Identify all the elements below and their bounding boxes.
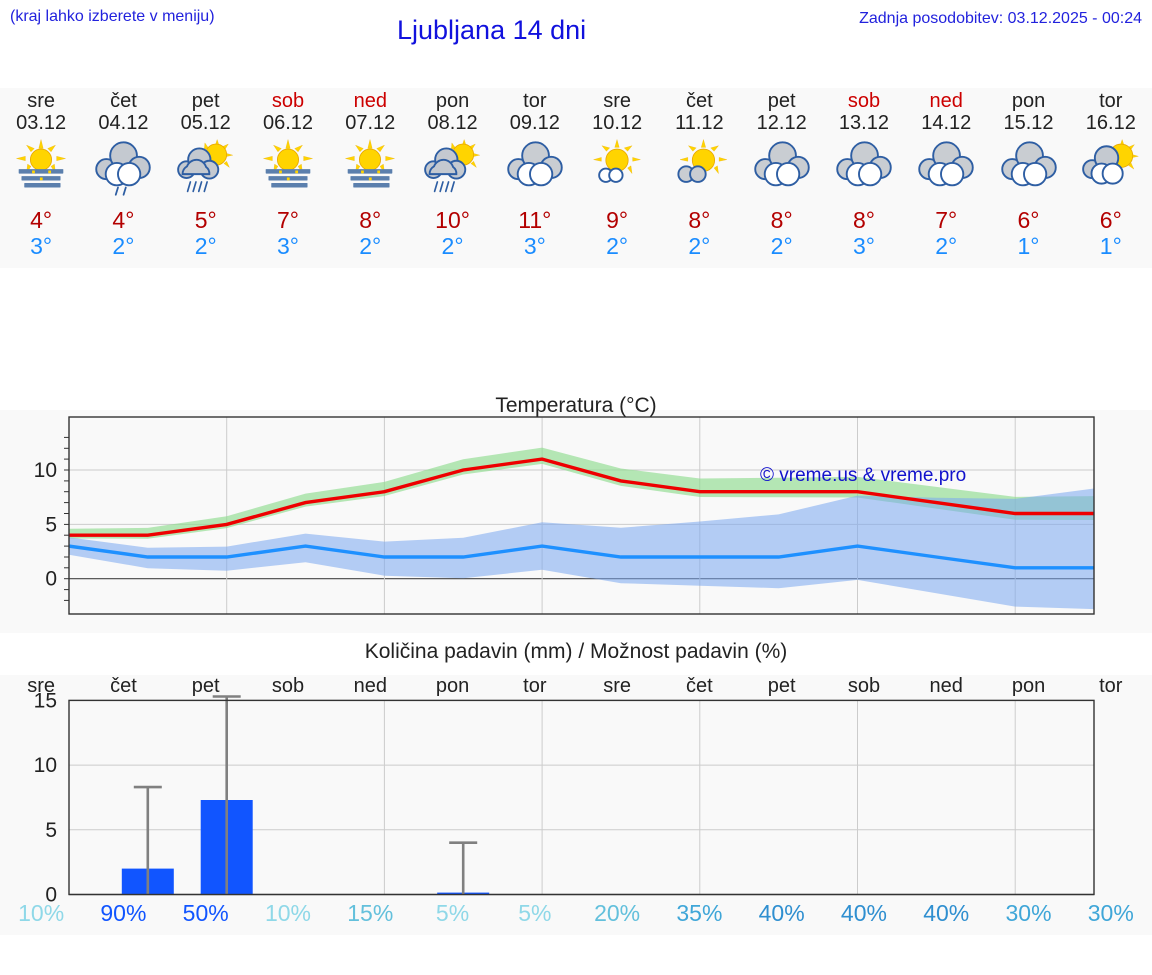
svg-text:5: 5 (45, 819, 57, 842)
svg-text:10: 10 (34, 754, 57, 777)
svg-text:15: 15 (34, 689, 57, 712)
svg-text:10: 10 (34, 459, 57, 482)
svg-text:© vreme.us & vreme.pro: © vreme.us & vreme.pro (760, 465, 966, 486)
svg-text:5: 5 (45, 513, 57, 536)
svg-text:0: 0 (45, 568, 57, 591)
